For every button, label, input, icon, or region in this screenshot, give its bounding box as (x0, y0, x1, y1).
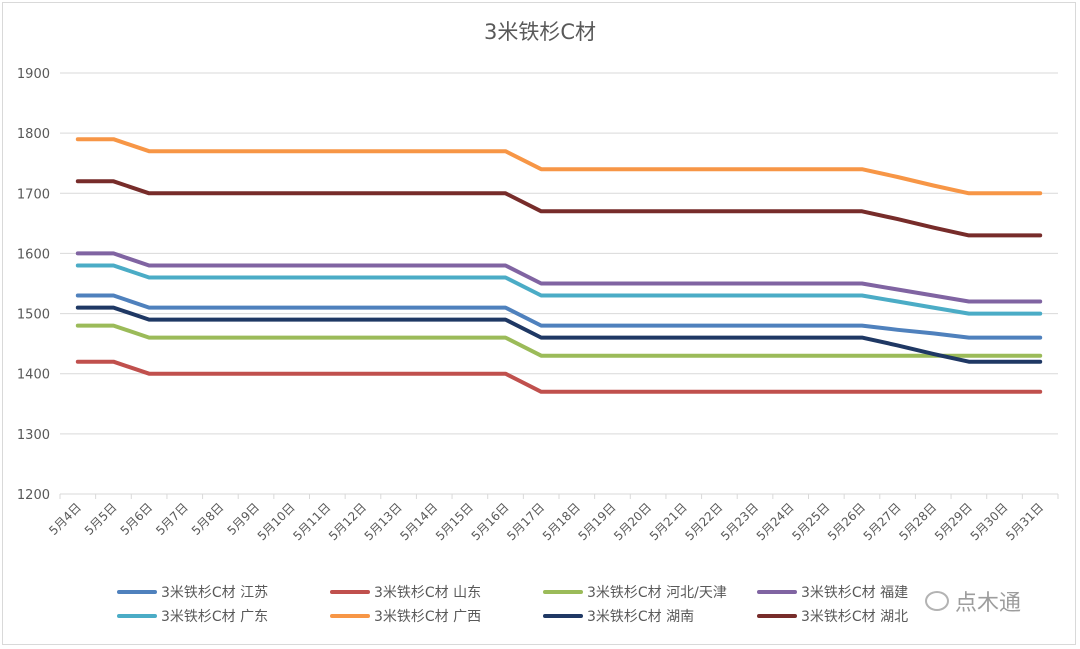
x-tick-label: 5月8日 (189, 500, 227, 538)
legend-item: 3米铁杉C材 福建 (757, 582, 977, 602)
chart-title: 3米铁杉C材 (483, 20, 597, 44)
series-line (75, 251, 1043, 304)
x-tick-label: 5月5日 (82, 500, 120, 538)
legend-label: 3米铁杉C材 山东 (374, 585, 482, 601)
x-tick-label: 5月18日 (540, 500, 583, 543)
legend-label: 3米铁杉C材 广东 (161, 609, 269, 625)
legend-item: 3米铁杉C材 江苏 (117, 582, 330, 602)
legend-item: 3米铁杉C材 河北/天津 (543, 582, 757, 602)
legend-swatch (117, 590, 157, 594)
legend-swatch (543, 614, 583, 618)
legend-label: 3米铁杉C材 江苏 (161, 585, 269, 601)
x-tick-label: 5月13日 (362, 500, 405, 543)
legend-swatch (757, 590, 797, 594)
series-line (75, 305, 1043, 364)
legend-item: 3米铁杉C材 湖南 (543, 606, 757, 626)
x-tick-label: 5月21日 (647, 500, 690, 543)
x-tick-label: 5月20日 (611, 500, 654, 543)
chart-legend: 3米铁杉C材 江苏 3米铁杉C材 山东 3米铁杉C材 河北/天津 3米铁杉C材 福建 3… (117, 582, 1077, 626)
x-tick-label: 5月22日 (682, 500, 725, 543)
series-line (75, 359, 1043, 394)
x-tick-label: 5月31日 (1003, 500, 1046, 543)
series-line (75, 293, 1043, 340)
x-tick-label: 5月15日 (433, 500, 476, 543)
y-tick-label: 1900 (17, 67, 50, 82)
x-tick-label: 5月14日 (397, 500, 440, 543)
x-tick-label: 5月17日 (504, 500, 547, 543)
x-tick-label: 5月26日 (825, 500, 868, 543)
series-line (75, 179, 1043, 238)
x-tick-label: 5月24日 (754, 500, 797, 543)
y-tick-label: 1500 (17, 308, 50, 323)
legend-swatch (330, 590, 370, 594)
legend-item: 3米铁杉C材 广西 (330, 606, 543, 626)
x-tick-label: 5月11日 (290, 500, 333, 543)
legend-label: 3米铁杉C材 湖南 (587, 609, 695, 625)
legend-label: 3米铁杉C材 湖北 (801, 609, 909, 625)
y-tick-label: 1200 (17, 488, 50, 503)
legend-swatch (117, 614, 157, 618)
y-tick-label: 1800 (17, 127, 50, 142)
wechat-icon (925, 591, 949, 611)
x-tick-label: 5月4日 (46, 500, 84, 538)
watermark-text: 点木通 (955, 591, 1022, 616)
x-tick-label: 5月29日 (932, 500, 975, 543)
x-tick-label: 5月16日 (469, 500, 512, 543)
watermark: 点木通 (925, 585, 1021, 617)
x-tick-label: 5月10日 (255, 500, 298, 543)
x-tick-label: 5月19日 (576, 500, 619, 543)
y-tick-label: 1700 (17, 187, 50, 202)
legend-label: 3米铁杉C材 广西 (374, 609, 482, 625)
legend-swatch (757, 614, 797, 618)
x-tick-label: 5月28日 (896, 500, 939, 543)
x-tick-label: 5月27日 (861, 500, 904, 543)
legend-label: 3米铁杉C材 河北/天津 (587, 585, 727, 601)
y-tick-label: 1600 (17, 247, 50, 262)
legend-item: 3米铁杉C材 广东 (117, 606, 330, 626)
x-tick-label: 5月7日 (153, 500, 191, 538)
y-tick-label: 1400 (17, 368, 50, 383)
series-line (75, 137, 1043, 196)
x-tick-label: 5月30日 (968, 500, 1011, 543)
x-tick-label: 5月12日 (326, 500, 369, 543)
legend-item: 3米铁杉C材 湖北 (757, 606, 977, 626)
x-tick-label: 5月25日 (789, 500, 832, 543)
legend-item: 3米铁杉C材 山东 (330, 582, 543, 602)
series-line (75, 263, 1043, 316)
series-line (75, 323, 1043, 358)
legend-swatch (330, 614, 370, 618)
x-tick-label: 5月23日 (718, 500, 761, 543)
legend-swatch (543, 590, 583, 594)
legend-label: 3米铁杉C材 福建 (801, 585, 909, 601)
y-tick-label: 1300 (17, 428, 50, 443)
x-tick-label: 5月6日 (118, 500, 156, 538)
